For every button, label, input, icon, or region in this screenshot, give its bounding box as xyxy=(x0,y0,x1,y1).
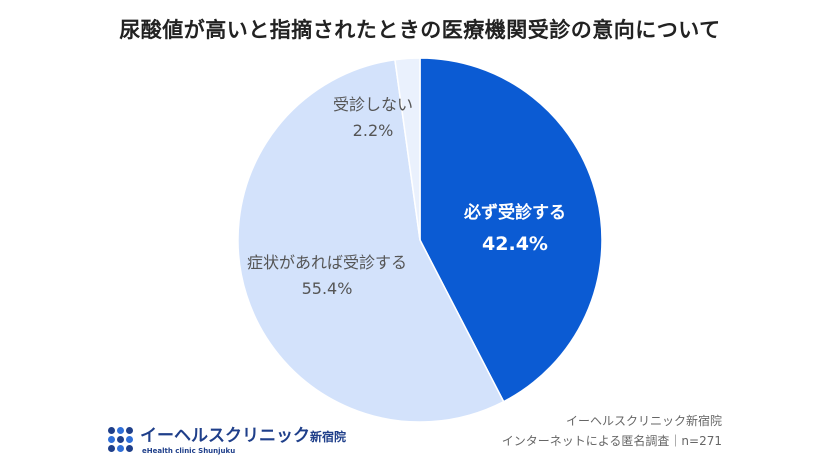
slice-label: 症状があれば受診する xyxy=(247,253,407,272)
logo-english-name: eHealth clinic Shunjuku xyxy=(142,447,236,455)
logo-name-main: イーヘルスクリニック xyxy=(140,426,310,446)
logo-dot xyxy=(126,427,133,434)
logo-dots-icon xyxy=(108,427,134,453)
clinic-logo: イーヘルスクリニック新宿院 eHealth clinic Shunjuku xyxy=(108,426,346,460)
logo-dot xyxy=(126,445,133,452)
logo-dot xyxy=(117,445,124,452)
pie-slice xyxy=(419,57,603,403)
logo-name-sub: 新宿院 xyxy=(310,430,347,444)
logo-dot xyxy=(108,427,115,434)
pie-slice xyxy=(394,57,421,241)
slice-label: 必ず受診する xyxy=(463,202,566,223)
source-line-1: イーヘルスクリニック新宿院 xyxy=(565,414,722,428)
logo-dot xyxy=(108,445,115,452)
slice-value-label: 2.2% xyxy=(353,121,394,140)
source-line-2: インターネットによる匿名調査｜n=271 xyxy=(501,434,722,448)
logo-dot xyxy=(126,436,133,443)
logo-dot xyxy=(117,427,124,434)
slice-value-label: 42.4% xyxy=(482,233,548,255)
logo-dot xyxy=(108,436,115,443)
logo-name: イーヘルスクリニック新宿院 xyxy=(140,426,346,447)
source-note: イーヘルスクリニック新宿院 インターネットによる匿名調査｜n=271 xyxy=(502,411,722,451)
logo-dot xyxy=(117,436,124,443)
slice-label: 受診しない xyxy=(333,95,413,114)
pie-slice xyxy=(237,58,505,423)
slice-value-label: 55.4% xyxy=(302,279,353,298)
chart-title: 尿酸値が高いと指摘されたときの医療機関受診の意向について xyxy=(119,18,721,42)
